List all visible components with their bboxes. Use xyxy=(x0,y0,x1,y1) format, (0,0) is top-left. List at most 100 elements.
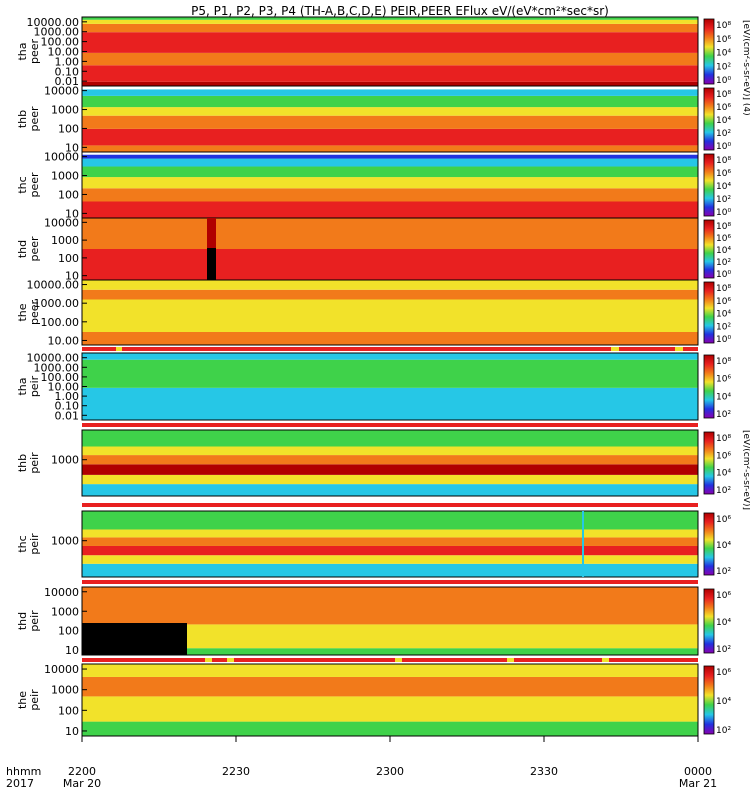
colorbar-tick: 10⁰ xyxy=(716,208,731,218)
figure-title: P5, P1, P2, P3, P4 (TH-A,B,C,D,E) PEIR,P… xyxy=(191,4,609,18)
colorbar-tick: 10⁴ xyxy=(716,310,731,320)
colorbar-tick: 10⁶ xyxy=(716,297,731,307)
band-orange xyxy=(82,115,698,129)
colorbar-tick: 10⁴ xyxy=(716,469,731,479)
band-red xyxy=(82,545,698,556)
band-orange xyxy=(82,455,698,465)
band-cyan xyxy=(82,387,698,420)
colorbar-tick: 10⁴ xyxy=(716,697,731,707)
colorbar-tick: 10⁴ xyxy=(716,618,731,628)
band-red xyxy=(82,65,698,82)
colorbar-tick: 10⁶ xyxy=(716,515,731,525)
colorbar-tick: 10² xyxy=(716,129,731,139)
colorbar-tick: 10⁶ xyxy=(716,234,731,244)
band-yellow xyxy=(82,696,698,722)
colorbar-tick: 10⁸ xyxy=(716,357,731,367)
ytick-label: 1000 xyxy=(51,684,79,697)
panel-frame xyxy=(81,510,699,578)
panel-ylabel-species: peer xyxy=(28,39,41,65)
colorbar-tick: 10⁶ xyxy=(716,169,731,179)
ytick-label: 10000 xyxy=(44,216,79,229)
xtick-label: 0000 xyxy=(684,765,712,778)
panel-thd-peer: 10000 1000 100 10 thd peer 10⁸ 10⁶ 10⁴ 10² 10⁰ xyxy=(16,216,731,282)
colorbar-tick: 10² xyxy=(716,645,731,655)
flag-strip-bar xyxy=(82,423,698,427)
band-yellow xyxy=(82,555,698,564)
panel-ylabel-species: peer xyxy=(28,106,41,132)
band-green xyxy=(82,648,698,655)
band-green xyxy=(82,430,698,447)
flag-strip-mark xyxy=(611,347,619,351)
band-yellow xyxy=(82,529,698,538)
band-orange xyxy=(82,23,698,33)
ytick-label: 10 xyxy=(65,270,79,283)
panel-ylabel-probe: tha xyxy=(16,42,29,60)
ytick-label: 1.00 xyxy=(55,55,80,68)
colorbar-tick: 10⁶ xyxy=(716,35,731,45)
band-red xyxy=(82,32,698,53)
ytick-label: 0.01 xyxy=(55,75,80,88)
colorbar-tick: 10⁰ xyxy=(716,76,731,86)
band-green xyxy=(82,359,698,388)
xtick-label: 2230 xyxy=(222,765,250,778)
ytick-label: 10.00 xyxy=(48,381,80,394)
panel-ylabel-species: peir xyxy=(28,533,41,555)
colorbar-tick: 10⁴ xyxy=(716,392,731,402)
panel-ylabel-probe: the xyxy=(16,691,29,709)
panel-ylabel-species: peir xyxy=(28,610,41,632)
ytick-label: 100 xyxy=(58,252,79,265)
colorbar-tick: 10⁴ xyxy=(716,541,731,551)
ytick-label: 1000 xyxy=(51,104,79,117)
panel-ylabel-probe: thb xyxy=(16,454,29,472)
colorbar xyxy=(703,512,715,576)
ytick-label: 1000 xyxy=(51,234,79,247)
colorbar-tick: 10² xyxy=(716,322,731,332)
panel-thd-peir: 10000 1000 100 10 thd peir 10⁶ 10⁴ 10² xyxy=(16,586,731,657)
band-orange xyxy=(82,145,698,152)
colorbar-tick: 10⁶ xyxy=(716,591,731,601)
band-orange xyxy=(82,52,698,66)
colorbar-tick: 10⁶ xyxy=(716,451,731,461)
xtick-label: 2200 xyxy=(68,765,96,778)
panel-ylabel-species: peir xyxy=(28,452,41,474)
flag-strip-mark xyxy=(395,658,402,662)
panel-the-peir: 10000 1000 100 10 the peir 10⁶ 10⁴ 10² xyxy=(16,663,731,738)
colorbar xyxy=(703,354,715,419)
band-green xyxy=(82,511,698,530)
band-green xyxy=(82,721,698,736)
ytick-label: 100 xyxy=(58,625,79,638)
ytick-label: 100.00 xyxy=(41,316,80,329)
ytick-label: 10 xyxy=(65,725,79,738)
flag-strip xyxy=(82,580,698,584)
flag-strip-mark xyxy=(205,658,212,662)
ytick-label: 10000.00 xyxy=(27,16,80,29)
band-white xyxy=(82,86,698,90)
flag-strip xyxy=(82,423,698,427)
panel-thb-peer: 10000 1000 100 10 thb peer 10⁸ 10⁶ 10⁴ 10² 10⁰ xyxy=(16,85,731,155)
band-orange xyxy=(82,332,698,345)
band-orange xyxy=(82,188,698,202)
band-yellow xyxy=(82,177,698,189)
ytick-label: 100 xyxy=(58,704,79,717)
xtick-label: 2300 xyxy=(376,765,404,778)
ytick-label: 1.00 xyxy=(55,390,80,403)
ytick-label: 1000.00 xyxy=(34,297,80,310)
colorbar-tick: 10² xyxy=(716,195,731,205)
panel-thb-peir: 1000 thb peir 10⁸ 10⁶ 10⁴ 10² xyxy=(16,429,731,497)
panel-thc-peir: 1000 thc peir 10⁶ 10⁴ 10² xyxy=(16,510,731,578)
ytick-label: 0.10 xyxy=(55,65,80,78)
xtick-date: Mar 21 xyxy=(679,777,717,790)
panel-ylabel-probe: thc xyxy=(16,535,29,552)
ytick-label: 10000.00 xyxy=(27,279,80,292)
ytick-label: 10 xyxy=(65,644,79,657)
band-yellow xyxy=(82,107,698,116)
low-energy-fill xyxy=(82,623,187,655)
panel-ylabel-probe: thd xyxy=(16,612,29,630)
ytick-label: 10.00 xyxy=(48,46,80,59)
panel-ylabel-species: peir xyxy=(28,375,41,397)
flag-strip-mark xyxy=(507,658,514,662)
flag-strip-mark xyxy=(227,658,234,662)
